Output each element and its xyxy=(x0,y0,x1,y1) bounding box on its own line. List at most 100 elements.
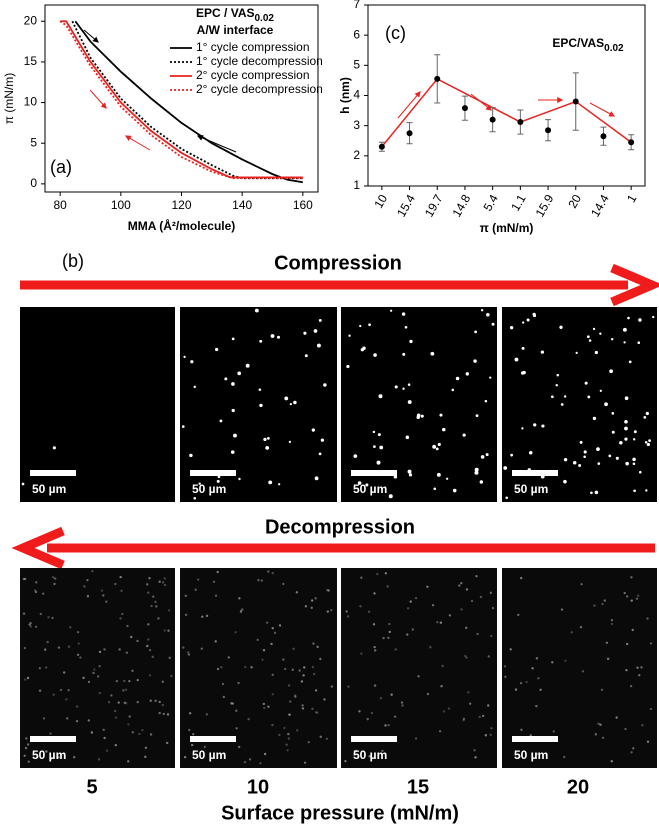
y-tick-label: 20 xyxy=(24,13,38,27)
particle xyxy=(590,491,593,495)
particle xyxy=(625,461,629,466)
particle xyxy=(490,727,493,730)
particle xyxy=(147,638,150,641)
particle xyxy=(263,437,267,442)
particle xyxy=(193,385,196,389)
particle xyxy=(183,355,186,359)
particle xyxy=(42,717,46,720)
particle xyxy=(276,335,280,339)
annotation-sub: 0.02 xyxy=(604,43,624,54)
particle xyxy=(606,657,610,661)
particle xyxy=(126,624,129,628)
particle xyxy=(131,669,134,673)
particle xyxy=(346,615,350,618)
particle xyxy=(188,728,191,732)
particle xyxy=(592,327,596,331)
particle xyxy=(187,653,191,656)
particle xyxy=(102,594,105,597)
point xyxy=(434,75,441,82)
particle xyxy=(114,743,118,747)
plot-frame xyxy=(367,4,646,187)
particle xyxy=(314,689,318,692)
particle xyxy=(629,684,633,688)
particle xyxy=(604,402,608,407)
x-tick-label: 120 xyxy=(171,198,191,212)
particle xyxy=(536,752,539,756)
particle xyxy=(388,494,393,499)
particle xyxy=(630,599,633,602)
particle xyxy=(278,624,282,627)
particle xyxy=(96,675,100,678)
particle xyxy=(298,669,301,672)
particle xyxy=(366,717,369,721)
particle xyxy=(119,617,122,620)
y-tick-label: 0 xyxy=(30,176,37,190)
particle xyxy=(379,445,384,450)
annotation-arrow xyxy=(397,91,421,119)
particle xyxy=(652,315,655,319)
particle xyxy=(259,403,263,408)
x-axis-label: π (mN/m) xyxy=(480,221,534,235)
particle xyxy=(187,651,190,654)
particle xyxy=(38,689,42,692)
particle xyxy=(594,733,598,736)
particle xyxy=(193,496,197,500)
particle xyxy=(632,462,636,466)
particle xyxy=(615,716,618,719)
particle xyxy=(45,750,48,753)
particle xyxy=(327,589,330,592)
particle xyxy=(521,346,525,350)
particle xyxy=(645,411,649,416)
particle xyxy=(442,427,446,432)
particle xyxy=(373,445,376,448)
particle xyxy=(451,388,455,392)
particle xyxy=(72,756,76,759)
micrographs: 50 µm 50 µm 50 µm 50 µm 50 µm 50 µm 50 µm 50 µm xyxy=(20,307,657,768)
particle xyxy=(303,761,307,764)
micrograph xyxy=(341,568,497,768)
particle xyxy=(637,341,641,344)
particle xyxy=(393,715,397,718)
particle xyxy=(286,749,289,752)
particle xyxy=(190,360,194,364)
particle xyxy=(184,613,188,617)
y-axis-label: h (nm) xyxy=(338,77,352,114)
particle xyxy=(83,585,86,588)
particle xyxy=(439,413,443,417)
series-line xyxy=(60,20,303,179)
particle xyxy=(231,382,235,386)
point xyxy=(378,143,385,150)
particle xyxy=(260,579,264,582)
micrograph xyxy=(341,307,497,502)
particle xyxy=(491,606,495,610)
particle xyxy=(158,700,161,704)
particle xyxy=(301,707,305,710)
particle xyxy=(417,675,420,678)
particle xyxy=(318,452,322,456)
micrograph xyxy=(180,568,337,768)
particle xyxy=(26,743,30,746)
particle xyxy=(66,717,69,720)
particle xyxy=(387,636,390,640)
particle xyxy=(458,584,461,587)
particle xyxy=(596,447,600,452)
particle xyxy=(467,691,470,694)
annotation: EPC/VAS0.02 xyxy=(552,36,624,53)
particle xyxy=(123,679,126,683)
particle xyxy=(460,608,463,611)
particle xyxy=(514,688,518,691)
particle xyxy=(300,680,304,683)
particle xyxy=(284,396,289,401)
y-tick-label: 1 xyxy=(353,178,360,192)
particle xyxy=(311,428,315,432)
particle xyxy=(624,420,628,424)
particle xyxy=(98,664,101,668)
particle xyxy=(509,326,514,330)
particle xyxy=(33,589,37,592)
particle xyxy=(318,318,322,322)
particle xyxy=(110,694,113,697)
particle xyxy=(430,351,435,356)
particle xyxy=(440,685,443,688)
y-tick-label: 6 xyxy=(353,27,360,41)
particle xyxy=(382,636,385,640)
